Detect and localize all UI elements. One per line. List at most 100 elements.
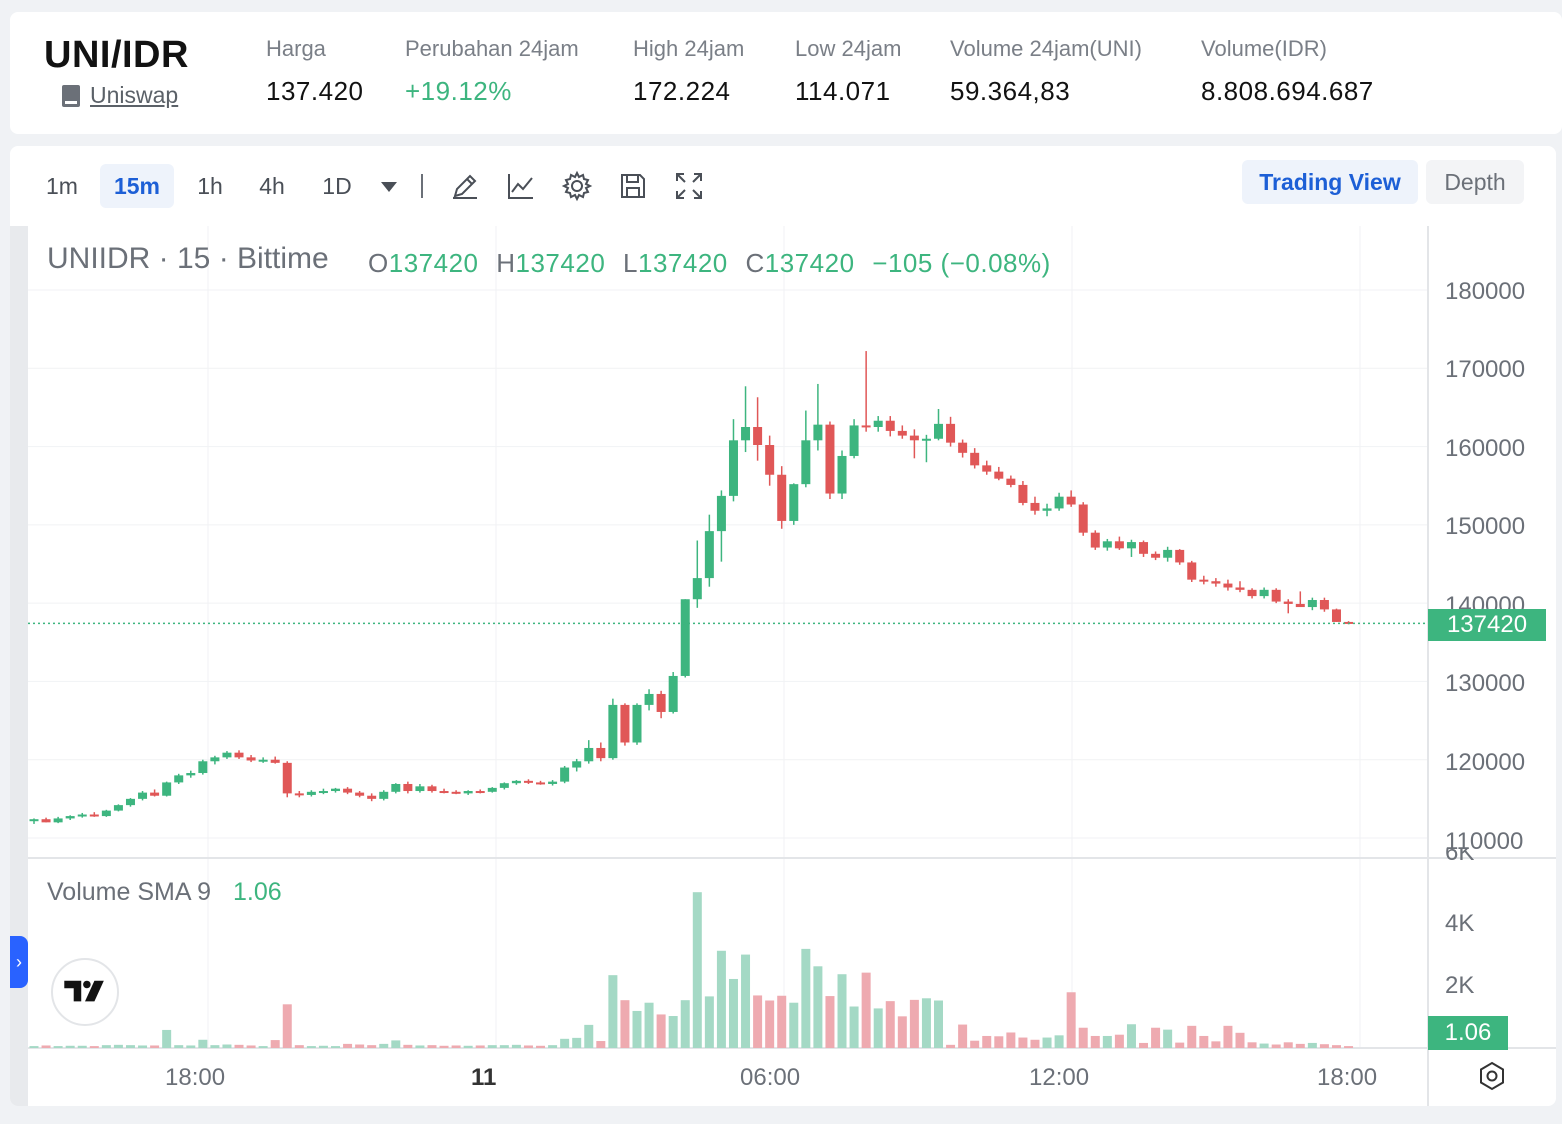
volume-bar <box>1259 1043 1269 1048</box>
candle-body <box>716 495 726 532</box>
candle-body <box>331 788 340 792</box>
volume-bar <box>934 1000 943 1048</box>
volume-bar <box>162 1029 172 1048</box>
candle-body <box>753 427 763 446</box>
volume-bar <box>1271 1044 1281 1048</box>
stat-price: Harga 137.420 <box>266 36 363 107</box>
volume-bar <box>150 1045 160 1048</box>
candle-body <box>1283 601 1293 604</box>
stat-value: 59.364,83 <box>950 76 1071 106</box>
volume-bar <box>125 1045 135 1048</box>
candle-body <box>439 791 449 794</box>
candle-body <box>608 704 618 759</box>
volume-bar <box>318 1045 328 1048</box>
trading-view-button[interactable]: Trading View <box>1242 160 1418 204</box>
candle-body <box>728 440 738 496</box>
volume-bar <box>994 1036 1004 1048</box>
volume-bar <box>439 1045 449 1048</box>
volume-bar <box>355 1044 365 1048</box>
stat-label: High 24jam <box>633 36 745 61</box>
candle-body <box>1102 541 1112 548</box>
candle-body <box>873 420 883 427</box>
volume-bar <box>77 1045 87 1048</box>
interval-1d[interactable]: 1D <box>322 173 352 199</box>
volume-bar <box>113 1044 123 1048</box>
pair-title: UNI/IDR <box>44 34 189 76</box>
candle-body <box>343 788 353 793</box>
volume-bar <box>343 1043 353 1048</box>
volume-bar <box>680 1000 690 1048</box>
candle-body <box>65 816 75 819</box>
volume-bar <box>825 996 835 1048</box>
candle-body <box>813 424 823 441</box>
candle-body <box>415 786 425 792</box>
ohlc-high: 137420 <box>515 248 606 278</box>
stat-low: Low 24jam 114.071 <box>795 36 901 107</box>
volume-bar <box>101 1045 111 1048</box>
interval-1h[interactable]: 1h <box>197 173 223 199</box>
volume-bar <box>897 1016 907 1048</box>
volume-bar <box>921 998 931 1048</box>
candle-body <box>1114 541 1124 549</box>
volume-legend: Volume SMA 9 1.06 <box>47 878 282 907</box>
volume-bar <box>451 1045 461 1048</box>
candle-body <box>777 474 787 521</box>
candle-body <box>1042 508 1052 511</box>
interval-4h[interactable]: 4h <box>259 173 285 199</box>
fullscreen-icon[interactable] <box>673 170 705 202</box>
candle-body <box>1175 549 1185 563</box>
candle-body <box>1223 583 1233 588</box>
candle-body <box>162 782 172 796</box>
candle-body <box>1259 589 1269 597</box>
chevron-down-icon[interactable] <box>381 182 397 192</box>
candle-body <box>620 704 630 743</box>
volume-bar <box>1114 1034 1124 1048</box>
candle-body <box>379 791 389 799</box>
candle-body <box>921 438 931 441</box>
stat-high: High 24jam 172.224 <box>633 36 744 107</box>
candle-body <box>825 424 835 494</box>
save-icon[interactable] <box>617 170 649 202</box>
volume-bar <box>367 1045 377 1048</box>
axis-settings-icon[interactable] <box>1476 1060 1508 1092</box>
candle-body <box>1307 600 1317 608</box>
volume-bar <box>1090 1035 1100 1048</box>
candle-body <box>897 430 907 436</box>
candle-body <box>77 814 87 817</box>
ohlc-close: 137420 <box>764 248 855 278</box>
volume-bar <box>753 995 763 1048</box>
candle-body <box>403 783 413 792</box>
volume-bar <box>306 1046 316 1048</box>
volume-bar <box>1030 1039 1040 1048</box>
volume-bar <box>258 1046 268 1048</box>
volume-bar <box>620 1000 630 1048</box>
volume-bar <box>849 1006 859 1048</box>
y-tick-label: 130000 <box>1445 670 1526 697</box>
line-chart-icon[interactable] <box>505 170 537 202</box>
volume-bar <box>1054 1035 1064 1048</box>
candle-body <box>1139 542 1149 554</box>
volume-bar <box>463 1045 473 1048</box>
candle-body <box>463 791 473 794</box>
volume-bar <box>560 1038 570 1048</box>
candle-body <box>656 693 666 712</box>
candle-body <box>1295 603 1305 608</box>
volume-bar <box>1247 1042 1257 1048</box>
chart-canvas[interactable] <box>28 226 1556 1106</box>
depth-button[interactable]: Depth <box>1426 160 1524 204</box>
gear-icon[interactable] <box>561 170 593 202</box>
candle-body <box>367 795 377 799</box>
interval-15m[interactable]: 15m <box>100 164 174 208</box>
coin-link[interactable]: Uniswap <box>62 82 178 109</box>
candle-body <box>548 781 558 784</box>
coin-name[interactable]: Uniswap <box>90 82 179 108</box>
expand-panel-button[interactable]: › <box>10 936 28 988</box>
candle-body <box>982 465 992 472</box>
tradingview-logo-icon[interactable] <box>51 958 119 1026</box>
interval-1m[interactable]: 1m <box>46 173 78 199</box>
stat-value: 137.420 <box>266 76 364 106</box>
price-chart[interactable]: › UNIIDR · 15 · Bittime O137420 H137420 … <box>10 226 1556 1106</box>
candle-body <box>186 773 196 776</box>
pencil-icon[interactable] <box>449 170 481 202</box>
candle-body <box>523 780 533 783</box>
